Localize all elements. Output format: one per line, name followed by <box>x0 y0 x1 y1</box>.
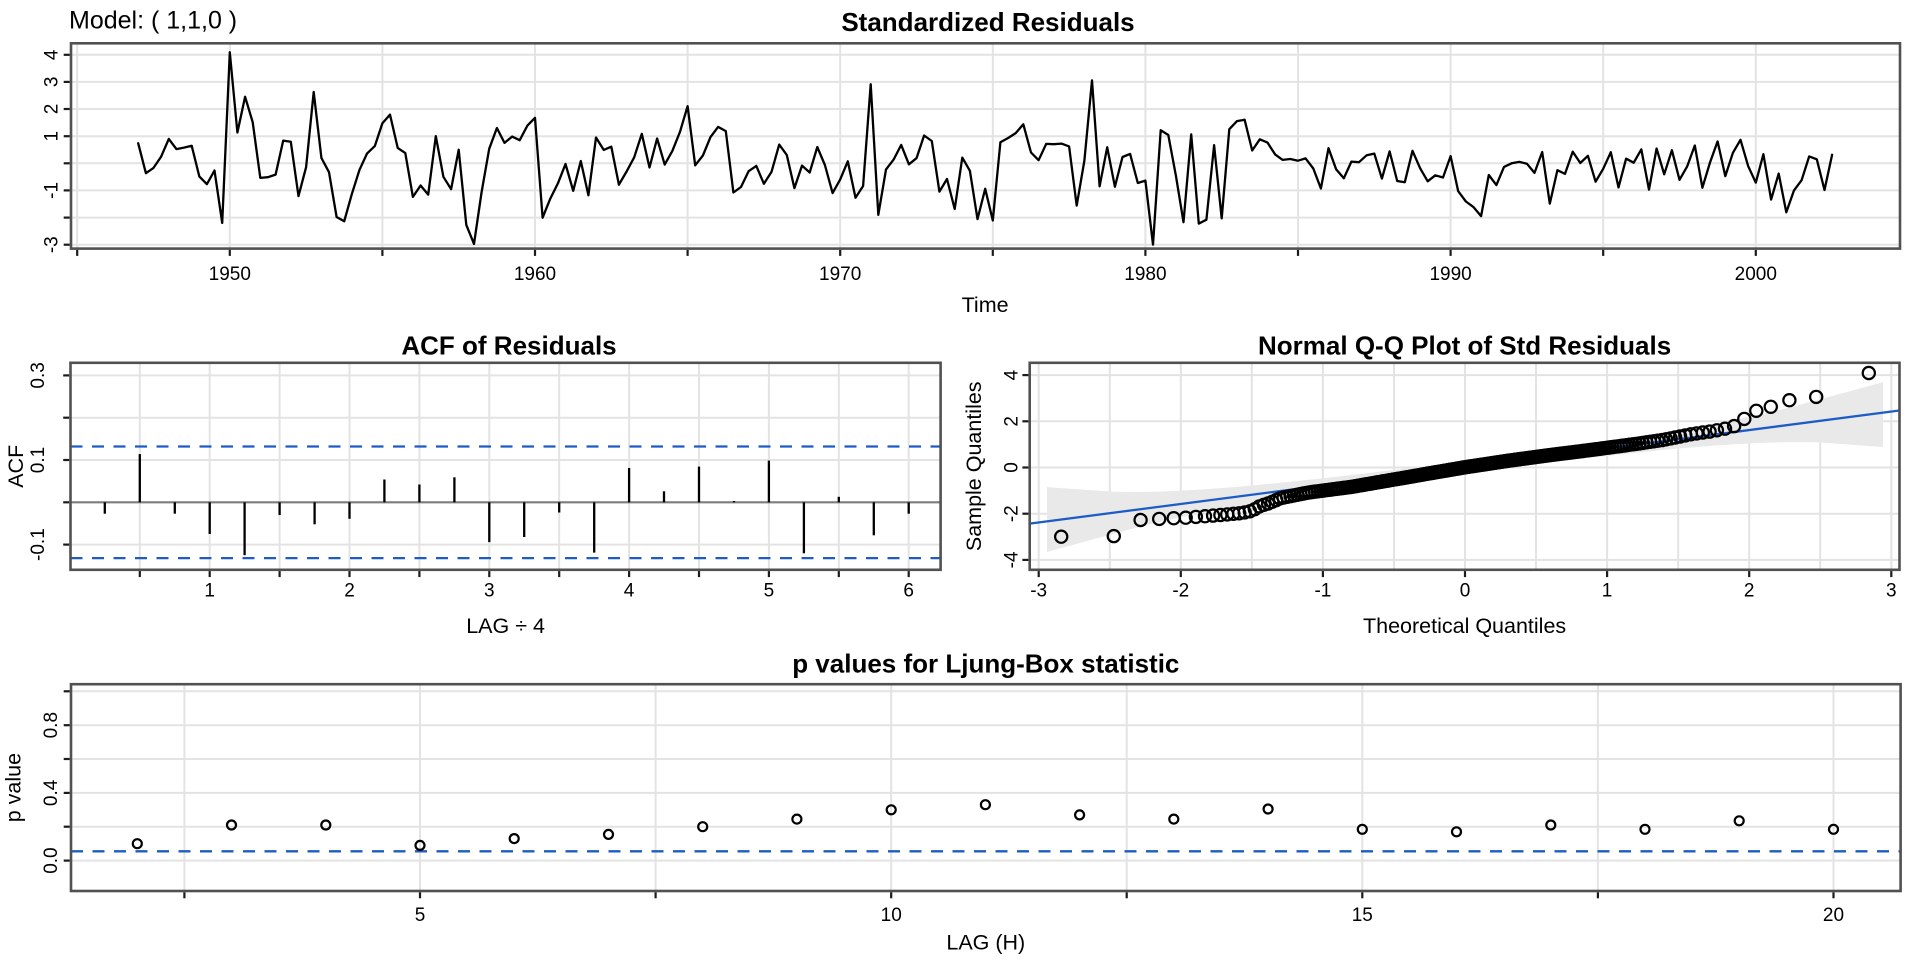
svg-text:4: 4 <box>1002 369 1023 380</box>
svg-text:1: 1 <box>42 131 63 142</box>
svg-text:1950: 1950 <box>209 264 251 285</box>
svg-text:0.4: 0.4 <box>41 779 62 806</box>
svg-text:ACF of Residuals: ACF of Residuals <box>401 331 616 361</box>
svg-text:-1: -1 <box>42 182 63 199</box>
svg-text:15: 15 <box>1352 905 1373 926</box>
svg-text:5: 5 <box>764 581 775 602</box>
svg-text:-3: -3 <box>42 236 63 253</box>
svg-text:20: 20 <box>1823 905 1844 926</box>
svg-text:0.1: 0.1 <box>28 447 49 473</box>
svg-text:-2: -2 <box>1172 581 1189 602</box>
svg-text:3: 3 <box>1886 581 1897 602</box>
svg-text:Time: Time <box>962 293 1009 317</box>
svg-text:0: 0 <box>1002 462 1023 473</box>
svg-text:-3: -3 <box>1030 581 1047 602</box>
svg-text:-1: -1 <box>1314 581 1331 602</box>
svg-text:4: 4 <box>42 49 63 60</box>
svg-text:Sample Quantiles: Sample Quantiles <box>962 381 986 551</box>
svg-text:0.3: 0.3 <box>28 362 49 388</box>
svg-text:2000: 2000 <box>1735 264 1777 285</box>
svg-text:0.0: 0.0 <box>41 847 62 873</box>
svg-text:Normal Q-Q Plot of Std Residua: Normal Q-Q Plot of Std Residuals <box>1258 331 1671 361</box>
svg-text:1: 1 <box>1602 581 1613 602</box>
svg-text:10: 10 <box>881 905 902 926</box>
svg-text:1980: 1980 <box>1124 264 1166 285</box>
svg-text:-0.1: -0.1 <box>28 528 49 561</box>
svg-text:1990: 1990 <box>1429 264 1471 285</box>
svg-text:Standardized Residuals: Standardized Residuals <box>841 7 1134 37</box>
svg-text:-2: -2 <box>1002 505 1023 522</box>
svg-text:Model: ( 1,1,0 ): Model: ( 1,1,0 ) <box>69 7 237 35</box>
svg-text:1970: 1970 <box>819 264 861 285</box>
svg-text:Theoretical Quantiles: Theoretical Quantiles <box>1363 614 1566 638</box>
svg-text:p value: p value <box>2 753 26 822</box>
svg-text:6: 6 <box>903 581 914 602</box>
svg-text:2: 2 <box>42 104 63 115</box>
svg-text:2: 2 <box>1744 581 1755 602</box>
svg-text:5: 5 <box>415 905 426 926</box>
svg-text:LAG (H): LAG (H) <box>946 931 1025 955</box>
svg-text:ACF: ACF <box>4 445 28 488</box>
svg-text:p values for Ljung-Box statist: p values for Ljung-Box statistic <box>792 649 1179 679</box>
svg-text:-4: -4 <box>1002 551 1023 568</box>
svg-text:1960: 1960 <box>514 264 556 285</box>
svg-text:1: 1 <box>204 581 215 602</box>
svg-text:LAG ÷ 4: LAG ÷ 4 <box>466 614 545 638</box>
svg-text:2: 2 <box>1002 416 1023 427</box>
svg-text:2: 2 <box>344 581 355 602</box>
svg-text:4: 4 <box>624 581 635 602</box>
svg-text:3: 3 <box>484 581 495 602</box>
svg-text:0.8: 0.8 <box>41 712 62 738</box>
svg-text:3: 3 <box>42 77 63 88</box>
svg-text:0: 0 <box>1460 581 1471 602</box>
